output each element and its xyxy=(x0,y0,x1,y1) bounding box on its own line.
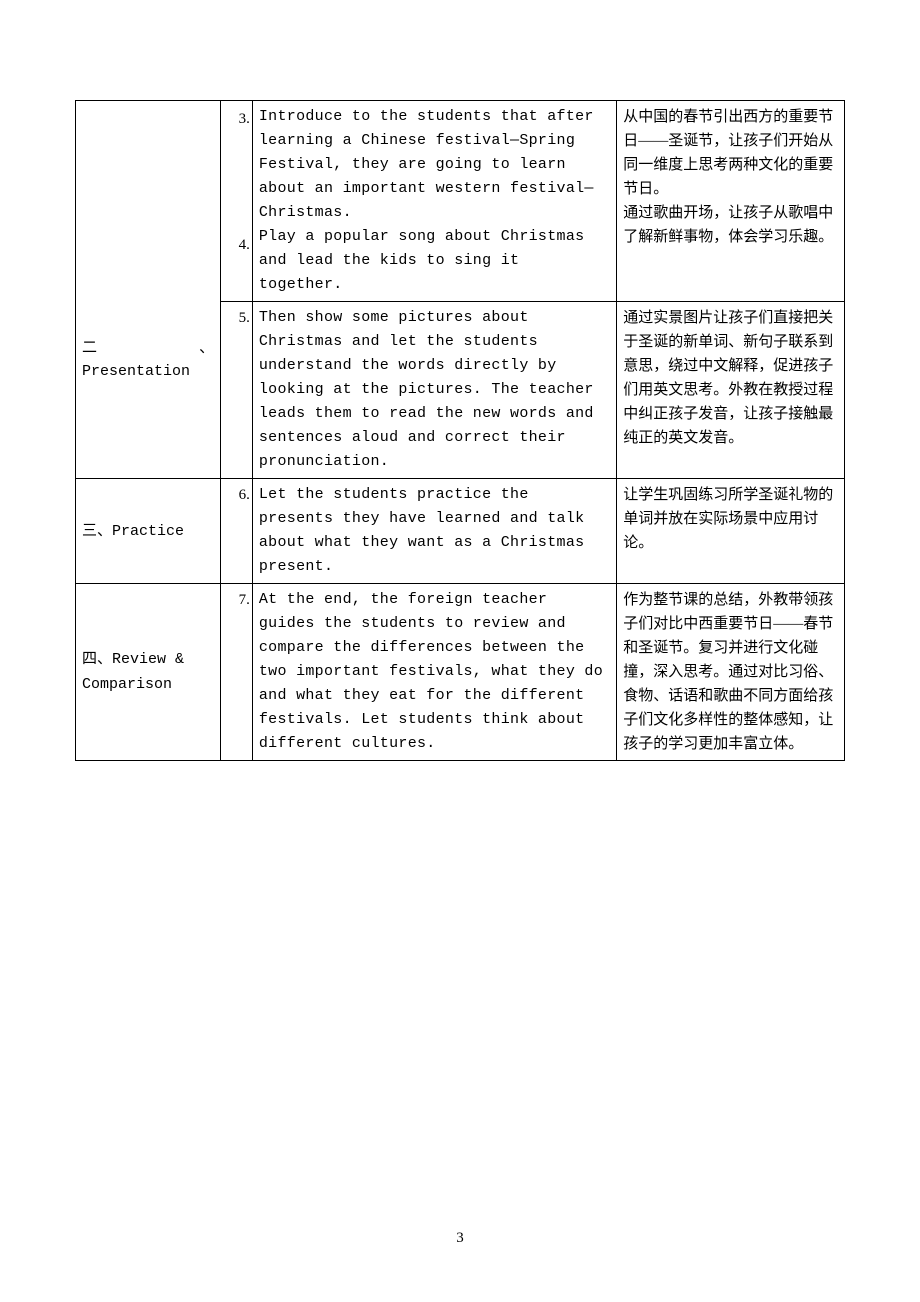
section-cell-practice: 三、Practice xyxy=(76,479,221,584)
section-cell-review: 四、Review & Comparison xyxy=(76,584,221,761)
section-label-en: Presentation xyxy=(82,360,214,384)
section-label: 三、Practice xyxy=(82,523,184,539)
item-num: 5. xyxy=(227,306,250,330)
item-num: 6. xyxy=(227,483,250,507)
page-number: 3 xyxy=(0,1230,920,1247)
activity-cell: Introduce to the students that after lea… xyxy=(252,101,616,302)
purpose-cell: 让学生巩固练习所学圣诞礼物的单词并放在实际场景中应用讨论。 xyxy=(617,479,845,584)
activity-text: Introduce to the students that after lea… xyxy=(259,105,610,225)
purpose-cell: 从中国的春节引出西方的重要节日——圣诞节，让孩子们开始从同一维度上思考两种文化的… xyxy=(617,101,845,302)
activity-text: At the end, the foreign teacher guides t… xyxy=(259,588,610,756)
item-num: 4. xyxy=(227,131,250,257)
purpose-cell: 通过实景图片让孩子们直接把关于圣诞的新单词、新句子联系到意思，绕过中文解释，促进… xyxy=(617,302,845,479)
item-num: 7. xyxy=(227,588,250,612)
activity-cell: At the end, the foreign teacher guides t… xyxy=(252,584,616,761)
item-num-cell: 3. 4. xyxy=(221,101,253,302)
purpose-text: 作为整节课的总结，外教带领孩子们对比中西重要节日——春节和圣诞节。复习并进行文化… xyxy=(623,588,838,756)
item-num-cell: 7. xyxy=(221,584,253,761)
section-sep: 、 xyxy=(199,336,214,360)
item-num: 3. xyxy=(227,105,250,131)
item-num-cell: 5. xyxy=(221,302,253,479)
purpose-text: 通过歌曲开场，让孩子从歌唱中了解新鲜事物，体会学习乐趣。 xyxy=(623,201,838,249)
purpose-text: 让学生巩固练习所学圣诞礼物的单词并放在实际场景中应用讨论。 xyxy=(623,483,838,555)
activity-cell: Then show some pictures about Christmas … xyxy=(252,302,616,479)
lesson-plan-table: 二 、 Presentation 3. 4. Introduce to the … xyxy=(75,100,845,761)
activity-text: Then show some pictures about Christmas … xyxy=(259,306,610,474)
activity-text: Let the students practice the presents t… xyxy=(259,483,610,579)
purpose-cell: 作为整节课的总结，外教带领孩子们对比中西重要节日——春节和圣诞节。复习并进行文化… xyxy=(617,584,845,761)
activity-cell: Let the students practice the presents t… xyxy=(252,479,616,584)
section-cell-presentation: 二 、 Presentation xyxy=(76,101,221,479)
purpose-text: 从中国的春节引出西方的重要节日——圣诞节，让孩子们开始从同一维度上思考两种文化的… xyxy=(623,105,838,201)
item-num-cell: 6. xyxy=(221,479,253,584)
section-label: 四、Review & Comparison xyxy=(82,651,184,692)
activity-text: Play a popular song about Christmas and … xyxy=(259,225,610,297)
purpose-text: 通过实景图片让孩子们直接把关于圣诞的新单词、新句子联系到意思，绕过中文解释，促进… xyxy=(623,306,838,450)
section-num-cn: 二 xyxy=(82,336,97,360)
